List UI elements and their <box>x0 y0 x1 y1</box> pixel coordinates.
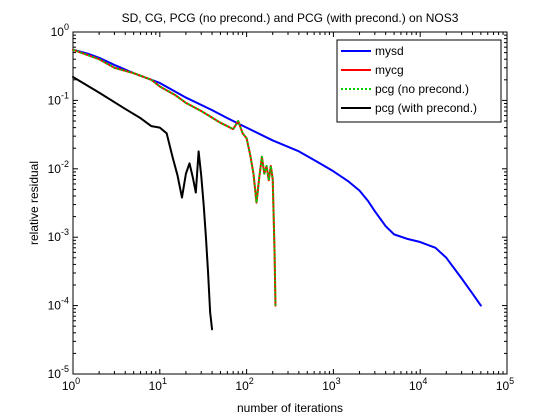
x-tick-label: 101 <box>149 376 167 393</box>
y-tick-label-base: 10 <box>48 162 62 176</box>
y-axis-label: relative residual <box>27 161 41 245</box>
series-layer <box>72 48 482 331</box>
x-tick-label: 105 <box>496 376 514 393</box>
y-tick-label: 100 <box>51 22 69 39</box>
legend-label: pcg (no precond.) <box>375 82 469 96</box>
y-tick-label-exponent: -4 <box>61 296 69 306</box>
y-tick-label: 10-2 <box>48 159 69 176</box>
x-tick-label: 103 <box>322 376 340 393</box>
x-tick-label-base: 10 <box>149 379 163 393</box>
x-tick-label-exponent: 4 <box>422 376 427 386</box>
x-tick-label-exponent: 3 <box>336 376 341 386</box>
y-tick-label-exponent: -2 <box>61 159 69 169</box>
x-tick-label-exponent: 0 <box>75 376 80 386</box>
x-tick-label-exponent: 5 <box>509 376 514 386</box>
axis-ticks <box>72 31 508 375</box>
series-line-pcg-no-precond <box>72 48 277 306</box>
x-tick-label: 104 <box>409 376 427 393</box>
chart-title: SD, CG, PCG (no precond.) and PCG (with … <box>122 11 459 25</box>
x-tick-label: 102 <box>235 376 253 393</box>
x-tick-label-exponent: 2 <box>249 376 254 386</box>
legend: mysd mycg pcg (no precond.) pcg (with preco… <box>336 39 502 123</box>
y-tick-label-base: 10 <box>48 93 62 107</box>
legend-label: mycg <box>375 63 404 77</box>
y-tick-label-exponent: -5 <box>61 364 69 374</box>
axis-tick-labels: 100 101 102 103 104 10510010-110-210-310-410-… <box>48 22 515 393</box>
series-line-pcg-with-precond <box>72 75 214 331</box>
y-tick-label: 10-4 <box>48 296 69 313</box>
x-tick-label-base: 10 <box>409 379 423 393</box>
x-axis-label: number of iterations <box>237 401 343 415</box>
x-tick-label-base: 10 <box>62 379 76 393</box>
y-tick-label-base: 10 <box>48 230 62 244</box>
y-tick-label-base: 10 <box>48 299 62 313</box>
y-tick-label-base: 10 <box>51 25 65 39</box>
x-tick-label-base: 10 <box>322 379 336 393</box>
y-tick-label-base: 10 <box>48 367 62 381</box>
x-tick-label-base: 10 <box>496 379 510 393</box>
legend-label: mysd <box>375 44 404 58</box>
legend-label: pcg (with precond.) <box>375 101 477 115</box>
y-tick-label-exponent: 0 <box>64 22 69 32</box>
y-tick-label-exponent: -1 <box>61 90 69 100</box>
y-tick-label: 10-3 <box>48 227 69 244</box>
y-tick-label: 10-5 <box>48 364 69 381</box>
y-tick-label: 10-1 <box>48 90 69 107</box>
x-tick-label-exponent: 1 <box>162 376 167 386</box>
y-tick-label-exponent: -3 <box>61 227 69 237</box>
x-tick-label: 100 <box>62 376 80 393</box>
x-tick-label-base: 10 <box>235 379 249 393</box>
